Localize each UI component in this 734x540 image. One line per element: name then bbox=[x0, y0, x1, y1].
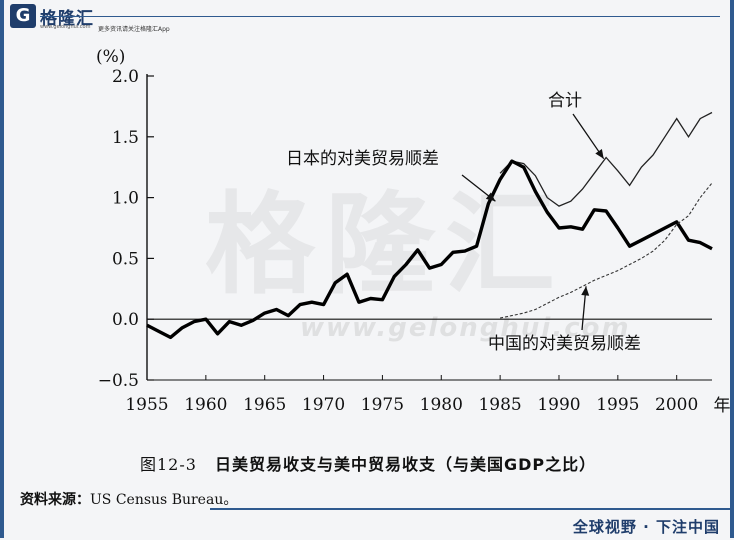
x-tick-label: 2000 bbox=[655, 395, 698, 415]
label-total: 合计 bbox=[548, 91, 582, 111]
label-total-arrowhead bbox=[595, 149, 604, 159]
figure-caption: 图12-3 日美贸易收支与美中贸易收支（与美国GDP之比） bbox=[140, 451, 596, 475]
series-japan-line bbox=[146, 159, 713, 340]
source-text: US Census Bureau。 bbox=[90, 492, 238, 508]
label-japan-surplus: 日本的对美贸易顺差 bbox=[286, 149, 439, 169]
footer-slogan: 全球视野 · 下注中国 bbox=[572, 518, 720, 536]
y-tick-label: 0.5 bbox=[112, 249, 139, 269]
x-tick-label: 1975 bbox=[361, 395, 404, 415]
x-tick-label: 1985 bbox=[478, 395, 521, 415]
series-total-line bbox=[499, 111, 713, 207]
x-tick-label: 1960 bbox=[184, 395, 227, 415]
x-tick-label: 1955 bbox=[125, 395, 168, 415]
logo-tagline: 更多资讯请关注格隆汇App bbox=[98, 26, 170, 33]
y-tick-label: 2.0 bbox=[112, 67, 139, 87]
y-tick-label: −0.5 bbox=[98, 371, 139, 391]
logo-name: 格隆汇 bbox=[40, 9, 94, 29]
logo-url: www.gelonghui.com bbox=[40, 24, 91, 30]
x-axis-year-suffix: 年 bbox=[713, 396, 730, 416]
x-tick-label: 1995 bbox=[596, 395, 639, 415]
label-total-leader bbox=[572, 113, 605, 160]
y-tick-label: 1.0 bbox=[112, 189, 139, 209]
footer-bar: 全球视野 · 下注中国 bbox=[210, 508, 730, 540]
label-japan-surplus-arrowhead bbox=[485, 192, 496, 202]
x-tick-label: 1980 bbox=[420, 395, 463, 415]
y-tick-label: 0.0 bbox=[112, 310, 139, 330]
logo-icon: G bbox=[10, 4, 36, 28]
figure-number: 图12-3 bbox=[140, 455, 197, 474]
series-china-line bbox=[499, 182, 713, 319]
x-tick-label: 1970 bbox=[302, 395, 345, 415]
x-tick-label: 1990 bbox=[537, 395, 580, 415]
header-divider bbox=[40, 16, 720, 17]
source-label: 资料来源： bbox=[20, 492, 90, 508]
label-china-surplus-arrowhead bbox=[581, 286, 590, 296]
source-note: 资料来源：US Census Bureau。 bbox=[20, 489, 237, 509]
x-tick-label: 1965 bbox=[243, 395, 286, 415]
y-axis-unit: (%) bbox=[96, 47, 125, 67]
label-china-surplus: 中国的对美贸易顺差 bbox=[488, 334, 641, 354]
y-tick-label: 1.5 bbox=[112, 128, 139, 148]
gelonghui-logo: G 格隆汇 www.gelonghui.com 更多资讯请关注格隆汇App bbox=[10, 4, 170, 34]
figure-title: 日美贸易收支与美中贸易收支（与美国GDP之比） bbox=[214, 455, 597, 474]
